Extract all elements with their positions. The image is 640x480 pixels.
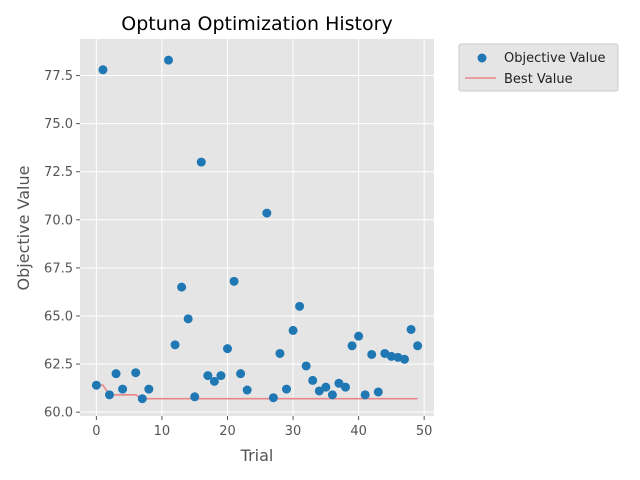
- objective-value-point: [406, 324, 416, 334]
- y-tick-label: 62.5: [44, 358, 73, 373]
- y-tick-label: 72.5: [44, 165, 73, 180]
- objective-value-point: [91, 380, 101, 390]
- y-tick-label: 70.0: [44, 213, 73, 228]
- objective-value-point: [236, 369, 246, 379]
- grid-lines: [80, 39, 434, 416]
- x-tick-label: 0: [92, 424, 100, 439]
- objective-value-point: [413, 341, 423, 351]
- objective-value-point: [308, 375, 318, 385]
- y-tick-label: 65.0: [44, 309, 73, 324]
- x-tick-label: 20: [219, 424, 236, 439]
- y-axis-ticks: 60.0 62.5 65.0 67.5 70.0 72.5 75.0 77.5: [44, 69, 80, 421]
- objective-value-point: [373, 387, 383, 397]
- objective-value-point: [209, 376, 219, 386]
- objective-value-point: [295, 301, 305, 311]
- objective-value-point: [170, 340, 180, 350]
- legend-label-best-value: Best Value: [504, 72, 573, 87]
- chart-title: Optuna Optimization History: [121, 13, 392, 35]
- x-axis-label: Trial: [240, 446, 274, 465]
- objective-value-point: [327, 390, 337, 400]
- y-tick-label: 60.0: [44, 406, 73, 421]
- objective-value-point: [321, 382, 331, 392]
- objective-value-point: [177, 282, 187, 292]
- objective-value-point: [268, 393, 278, 403]
- objective-value-point: [105, 390, 114, 400]
- objective-value-point: [190, 392, 200, 402]
- objective-value-series: [91, 55, 423, 404]
- objective-value-point: [137, 394, 147, 404]
- objective-value-point: [301, 361, 311, 371]
- objective-value-point: [223, 344, 232, 354]
- objective-value-point: [111, 369, 121, 379]
- objective-value-point: [360, 390, 370, 400]
- objective-value-point: [164, 55, 173, 65]
- objective-value-point: [242, 385, 252, 395]
- objective-value-point: [275, 348, 285, 358]
- objective-value-point: [347, 341, 357, 351]
- x-tick-label: 10: [154, 424, 171, 439]
- objective-value-point: [196, 157, 206, 167]
- objective-value-point: [262, 208, 272, 218]
- objective-value-point: [314, 386, 324, 396]
- x-tick-label: 40: [350, 424, 367, 439]
- objective-value-point: [131, 368, 141, 378]
- legend-marker-objective-value: [477, 53, 487, 63]
- objective-value-point: [203, 371, 213, 381]
- objective-value-point: [334, 378, 344, 388]
- objective-value-point: [400, 354, 409, 364]
- objective-value-point: [229, 276, 239, 286]
- objective-value-point: [354, 331, 364, 341]
- objective-value-point: [183, 314, 193, 324]
- legend: Objective Value Best Value: [458, 43, 619, 92]
- y-tick-label: 75.0: [44, 117, 73, 132]
- plot-area: [80, 39, 434, 416]
- legend-box: [458, 43, 619, 92]
- y-tick-label: 67.5: [44, 261, 73, 276]
- objective-value-point: [144, 384, 154, 394]
- objective-value-point: [282, 384, 291, 394]
- x-tick-label: 30: [285, 424, 302, 439]
- objective-value-point: [216, 371, 226, 381]
- objective-value-point: [98, 65, 108, 75]
- objective-value-point: [341, 382, 350, 392]
- y-axis-label: Objective Value: [14, 166, 33, 291]
- objective-value-point: [367, 349, 377, 359]
- x-tick-label: 50: [416, 424, 433, 439]
- objective-value-point: [118, 384, 128, 394]
- legend-label-objective-value: Objective Value: [504, 51, 605, 66]
- y-tick-label: 77.5: [44, 69, 73, 84]
- objective-value-point: [288, 325, 298, 335]
- x-axis-ticks: 0 10 20 30 40 50: [92, 416, 432, 439]
